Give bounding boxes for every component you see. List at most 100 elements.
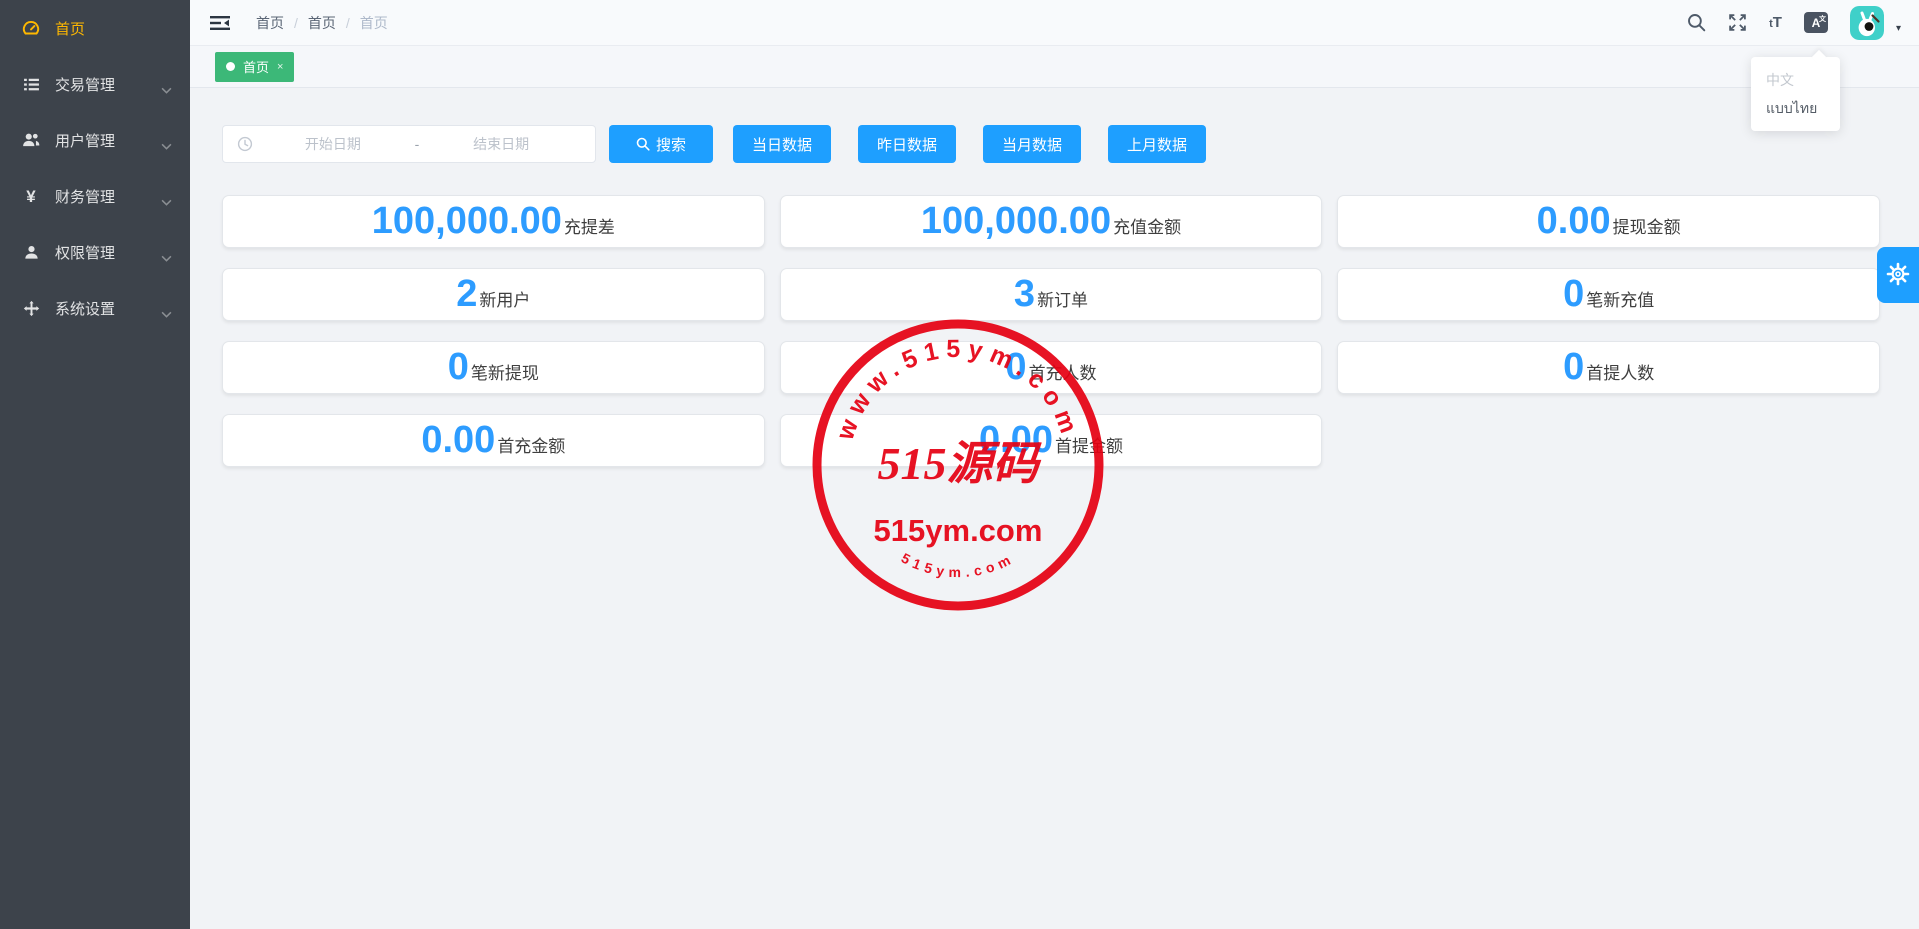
breadcrumb-item[interactable]: 首页	[307, 14, 336, 31]
chevron-down-icon	[161, 249, 172, 262]
this-month-data-button[interactable]: 当月数据	[983, 125, 1081, 163]
stat-label: 充值金额	[1113, 218, 1182, 237]
tab-label: 首页	[243, 60, 270, 75]
stat-label: 新用户	[479, 291, 531, 310]
language-option-thai[interactable]: แบบไทย	[1766, 99, 1818, 116]
search-button[interactable]: 搜索	[609, 125, 713, 163]
chevron-down-icon	[161, 81, 172, 94]
stat-value: 0.00	[1536, 200, 1611, 242]
font-size-icon[interactable]: tT	[1769, 14, 1782, 31]
sidebar-item-label: 交易管理	[55, 76, 116, 94]
sidebar-item-finance[interactable]: ¥ 财务管理	[0, 168, 190, 224]
stat-value: 0.00	[979, 419, 1053, 461]
search-button-label: 搜索	[655, 136, 686, 154]
chevron-down-icon	[161, 137, 172, 150]
avatar[interactable]	[1849, 5, 1884, 40]
breadcrumb: 首页 / 首页 / 首页	[256, 13, 388, 33]
users-icon	[21, 131, 41, 149]
yen-icon: ¥	[26, 186, 36, 206]
chevron-down-icon	[161, 305, 172, 318]
stat-label: 首充金额	[497, 437, 566, 456]
stat-value: 0	[1563, 273, 1585, 315]
sidebar-item-home[interactable]: 首页	[0, 0, 190, 56]
stat-label: 首提人数	[1586, 364, 1655, 383]
stat-label: 首提金额	[1054, 437, 1123, 456]
today-data-button[interactable]: 当日数据	[733, 125, 831, 163]
stat-value: 0.00	[421, 419, 496, 461]
stat-card-new-users: 2 新用户	[222, 268, 765, 321]
sidebar-item-settings[interactable]: 系统设置	[0, 280, 190, 336]
breadcrumb-item[interactable]: 首页	[256, 14, 284, 31]
last-month-data-button[interactable]: 上月数据	[1108, 125, 1206, 163]
stat-value: 100,000.00	[920, 200, 1112, 242]
clock-icon	[237, 136, 253, 152]
breadcrumb-separator: /	[294, 14, 298, 31]
list-icon	[21, 75, 41, 93]
translate-letter: A	[1811, 15, 1821, 30]
font-size-big-t: T	[1772, 14, 1782, 31]
date-start-placeholder[interactable]: 开始日期	[304, 136, 361, 152]
stat-card-first-recharge-users: 0 首充人数	[779, 341, 1323, 394]
stat-value: 2	[456, 273, 478, 315]
search-icon[interactable]	[1687, 13, 1706, 32]
theme-settings-button[interactable]	[1877, 247, 1919, 303]
chevron-down-icon	[161, 193, 172, 206]
stat-value: 3	[1013, 273, 1036, 315]
stat-label: 充提差	[563, 218, 615, 237]
stat-card-new-orders: 3 新订单	[779, 268, 1323, 321]
breadcrumb-separator: /	[345, 14, 350, 31]
tab-active-dot	[226, 62, 235, 71]
breadcrumb-item-current: 首页	[359, 14, 388, 31]
stat-card-recharge-withdraw-diff: 100,000.00 充提差	[222, 195, 765, 248]
sidebar-item-label: 首页	[55, 20, 86, 38]
stat-card-first-recharge-amount: 0.00 首充金额	[222, 414, 765, 467]
sidebar-item-trade[interactable]: 交易管理	[0, 56, 190, 112]
sidebar-item-label: 系统设置	[55, 300, 116, 318]
tab-close-icon[interactable]: ×	[277, 60, 284, 73]
stat-label: 新订单	[1037, 291, 1089, 310]
tab-home[interactable]: 首页 ×	[215, 51, 295, 82]
search-button-icon	[636, 137, 650, 151]
font-size-small-t: t	[1769, 18, 1773, 30]
stat-card-withdraw-amount: 0.00 提现金额	[1337, 195, 1880, 248]
stat-label: 笔新提现	[470, 364, 539, 383]
user-icon	[21, 243, 41, 261]
language-option-chinese[interactable]: 中文	[1766, 71, 1794, 88]
sidebar-item-label: 权限管理	[55, 244, 116, 262]
dashboard-icon	[21, 19, 41, 37]
stat-card-recharge-amount: 100,000.00 充值金额	[779, 195, 1323, 248]
stat-value: 100,000.00	[371, 200, 562, 242]
stats-grid: 100,000.00 充提差 100,000.00 充值金额 0.00 提现金额…	[222, 195, 1880, 467]
stat-value: 0	[1563, 346, 1585, 388]
stat-card-new-withdrawals: 0 笔新提现	[222, 341, 765, 394]
sidebar-item-label: 用户管理	[55, 132, 116, 150]
sidebar-item-label: 财务管理	[55, 188, 116, 206]
gear-icon	[1886, 262, 1910, 289]
avatar-caret-icon[interactable]: ▾	[1895, 23, 1901, 34]
date-end-placeholder[interactable]: 结束日期	[473, 136, 530, 152]
stat-label: 提现金额	[1612, 218, 1681, 237]
language-dropdown: 中文 แบบไทย	[1751, 49, 1840, 131]
sidebar: 首页 交易管理 用户管理 ¥ 财务管理	[0, 0, 190, 929]
filter-row: 开始日期 - 结束日期 搜索 当日数据 昨日数据 当月数据 上月数据	[222, 125, 1880, 163]
stat-label: 笔新充值	[1586, 291, 1655, 310]
sidebar-item-permission[interactable]: 权限管理	[0, 224, 190, 280]
move-icon	[21, 299, 41, 317]
stat-value: 0	[447, 346, 469, 388]
fullscreen-icon[interactable]	[1728, 13, 1747, 32]
stat-card-new-recharges: 0 笔新充值	[1337, 268, 1880, 321]
sidebar-item-user-mgmt[interactable]: 用户管理	[0, 112, 190, 168]
stat-card-first-withdraw-amount: 0.00 首提金额	[779, 414, 1323, 467]
stat-label: 首充人数	[1028, 364, 1097, 383]
stat-value: 0	[1005, 346, 1027, 388]
tab-bar: 首页 ×	[190, 46, 1919, 88]
date-range-input[interactable]: 开始日期 - 结束日期	[222, 125, 596, 163]
date-separator: -	[414, 136, 420, 152]
collapse-sidebar-icon[interactable]	[210, 15, 230, 31]
yesterday-data-button[interactable]: 昨日数据	[858, 125, 956, 163]
